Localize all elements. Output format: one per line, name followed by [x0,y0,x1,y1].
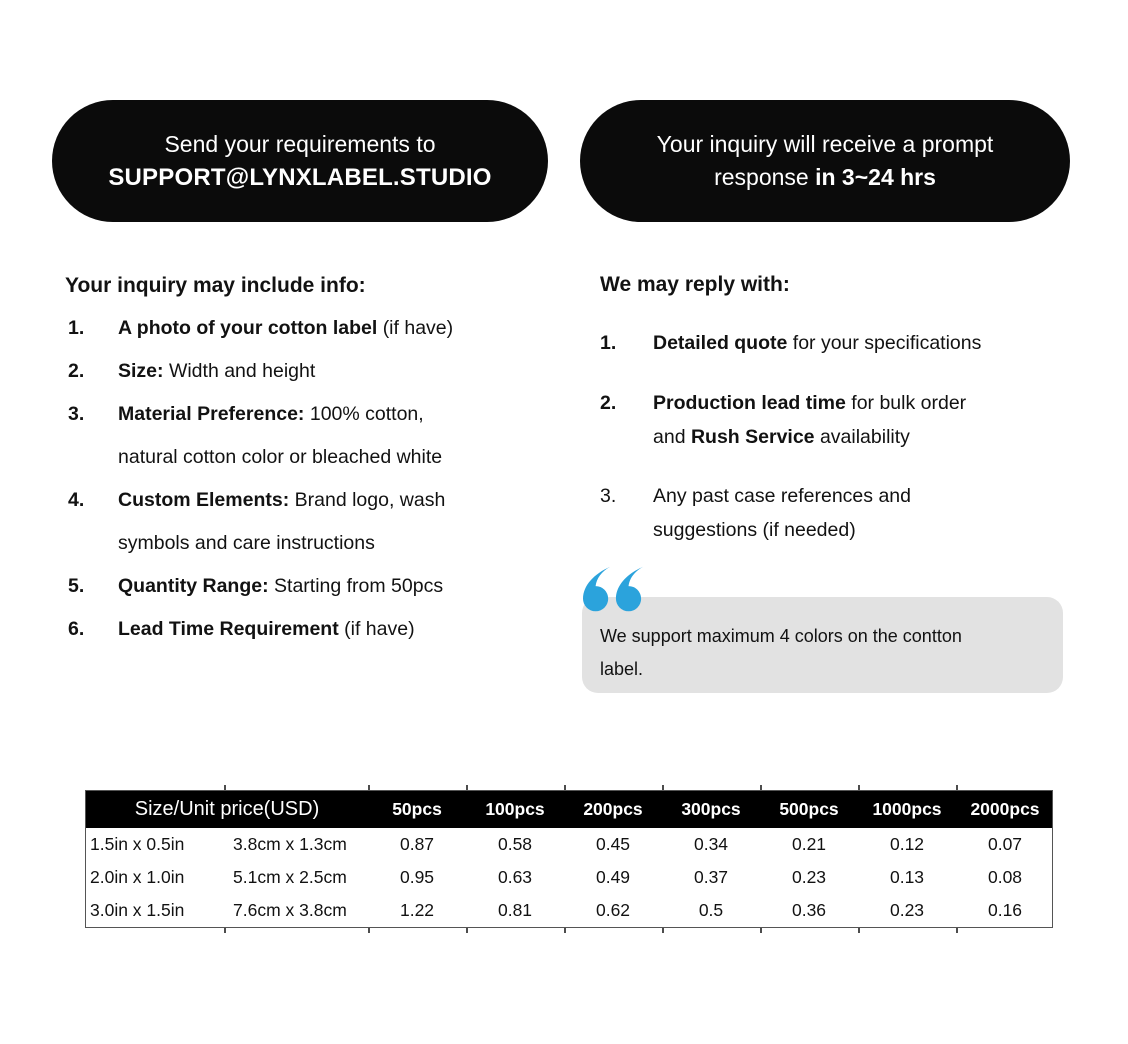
price-cell: 1.22 [399,900,435,920]
price-cell: 0.63 [497,867,533,887]
price-cell: 0.34 [693,834,729,854]
column-tick [466,928,468,933]
column-tick [368,785,370,790]
column-tick [368,928,370,933]
inquiry-section: Your inquiry may include info: 1. A phot… [65,264,555,651]
item-number: 2. [68,360,85,382]
price-cell: 0.08 [987,867,1023,887]
qty-header-50pcs: 50pcs [392,799,442,819]
inquiry-item-6: 6. Lead Time Requirement (if have) [65,608,555,651]
column-tick [956,928,958,933]
item-number: 2. [600,392,617,414]
item-number: 6. [68,618,85,640]
price-cell: 0.62 [595,900,631,920]
price-cell: 0.37 [693,867,729,887]
inquiry-item-5: 5. Quantity Range: Starting from 50pcs [65,565,555,608]
size-in-cell: 3.0in x 1.5in [90,900,185,920]
inquiry-item-3: 3. Material Preference: 100% cotton, natu… [65,393,555,479]
price-cell: 0.95 [399,867,435,887]
note-text: We support maximum 4 colors on the contt… [600,626,962,679]
column-tick [466,785,468,790]
contact-banner-line1: Send your requirements to [164,131,436,157]
size-cm-cell: 3.8cm x 1.3cm [233,834,347,854]
response-banner: Your inquiry will receive a prompt respo… [580,100,1070,222]
qty-header-1000pcs: 1000pcs [872,799,942,819]
reply-item-2: 2. Production lead time for bulk order an… [600,386,1100,454]
inquiry-heading: Your inquiry may include info: [65,274,366,297]
contact-banner: Send your requirements to SUPPORT@LYNXLA… [52,100,548,222]
item-text: Production lead time for bulk order and R… [653,392,967,448]
item-text: Detailed quote for your specifications [653,332,982,354]
item-number: 3. [68,403,85,425]
inquiry-item-2: 2. Size: Width and height [65,350,555,393]
item-text: A photo of your cotton label (if have) [118,317,454,339]
price-cell: 0.81 [497,900,533,920]
item-text: Any past case references and suggestions … [653,485,911,541]
price-cell: 0.36 [791,900,827,920]
note-box: We support maximum 4 colors on the contt… [582,597,1063,693]
price-cell: 0.49 [595,867,631,887]
column-tick [760,928,762,933]
item-text: Lead Time Requirement (if have) [118,618,415,640]
reply-item-1: 1. Detailed quote for your specification… [600,326,1100,360]
reply-section: We may reply with: 1. Detailed quote for… [600,270,1100,547]
price-cell: 0.58 [497,834,533,854]
size-cm-cell: 7.6cm x 3.8cm [233,900,347,920]
column-tick [224,785,226,790]
column-tick [956,785,958,790]
price-cell: 0.45 [595,834,631,854]
contact-email: SUPPORT@LYNXLABEL.STUDIO [108,164,492,191]
column-tick [858,785,860,790]
open-quote-icon [583,566,644,612]
item-number: 5. [68,575,85,597]
column-tick [662,785,664,790]
column-tick [760,785,762,790]
item-number: 4. [68,489,85,511]
price-cell: 0.23 [889,900,925,920]
size-cm-cell: 5.1cm x 2.5cm [233,867,347,887]
price-cell: 0.07 [987,834,1023,854]
column-tick [858,928,860,933]
response-time-prefix: response [714,164,809,190]
column-tick [662,928,664,933]
size-in-cell: 2.0in x 1.0in [90,867,185,887]
size-unit-price-header: Size/Unit price(USD) [134,798,320,820]
qty-header-300pcs: 300pcs [681,799,741,819]
response-time: in 3~24 hrs [815,164,936,190]
table-row: 3.0in x 1.5in 7.6cm x 3.8cm 1.22 0.81 0.… [86,894,1052,927]
size-in-cell: 1.5in x 0.5in [90,834,185,854]
column-tick [224,928,226,933]
qty-header-2000pcs: 2000pcs [970,799,1040,819]
qty-header-100pcs: 100pcs [485,799,545,819]
reply-item-3: 3. Any past case references and suggestio… [600,479,1100,547]
price-cell: 0.5 [698,900,724,920]
price-cell: 0.16 [987,900,1023,920]
price-cell: 0.87 [399,834,435,854]
column-tick [564,928,566,933]
table-row: 1.5in x 0.5in 3.8cm x 1.3cm 0.87 0.58 0.… [86,828,1052,861]
item-text: Size: Width and height [118,360,316,382]
inquiry-item-4: 4. Custom Elements: Brand logo, wash symb… [65,479,555,565]
item-text: Material Preference: 100% cotton, natural… [118,403,443,468]
inquiry-item-1: 1. A photo of your cotton label (if have… [65,307,555,350]
response-banner-line2: response in 3~24 hrs [714,161,936,194]
item-number: 1. [68,317,85,339]
price-cell: 0.12 [889,834,925,854]
item-number: 3. [600,485,617,507]
item-text: Quantity Range: Starting from 50pcs [118,575,444,597]
price-table: Size/Unit price(USD) 50pcs 100pcs 200pcs… [85,785,1053,933]
price-cell: 0.23 [791,867,827,887]
reply-heading: We may reply with: [600,273,790,296]
price-cell: 0.13 [889,867,925,887]
qty-header-200pcs: 200pcs [583,799,643,819]
response-banner-line1: Your inquiry will receive a prompt [656,131,994,157]
item-number: 1. [600,332,617,354]
price-table-header-row: Size/Unit price(USD) 50pcs 100pcs 200pcs… [86,791,1052,828]
table-row: 2.0in x 1.0in 5.1cm x 2.5cm 0.95 0.63 0.… [86,861,1052,894]
price-cell: 0.21 [791,834,827,854]
column-tick [564,785,566,790]
item-text: Custom Elements: Brand logo, wash symbols… [118,489,446,554]
qty-header-500pcs: 500pcs [779,799,839,819]
